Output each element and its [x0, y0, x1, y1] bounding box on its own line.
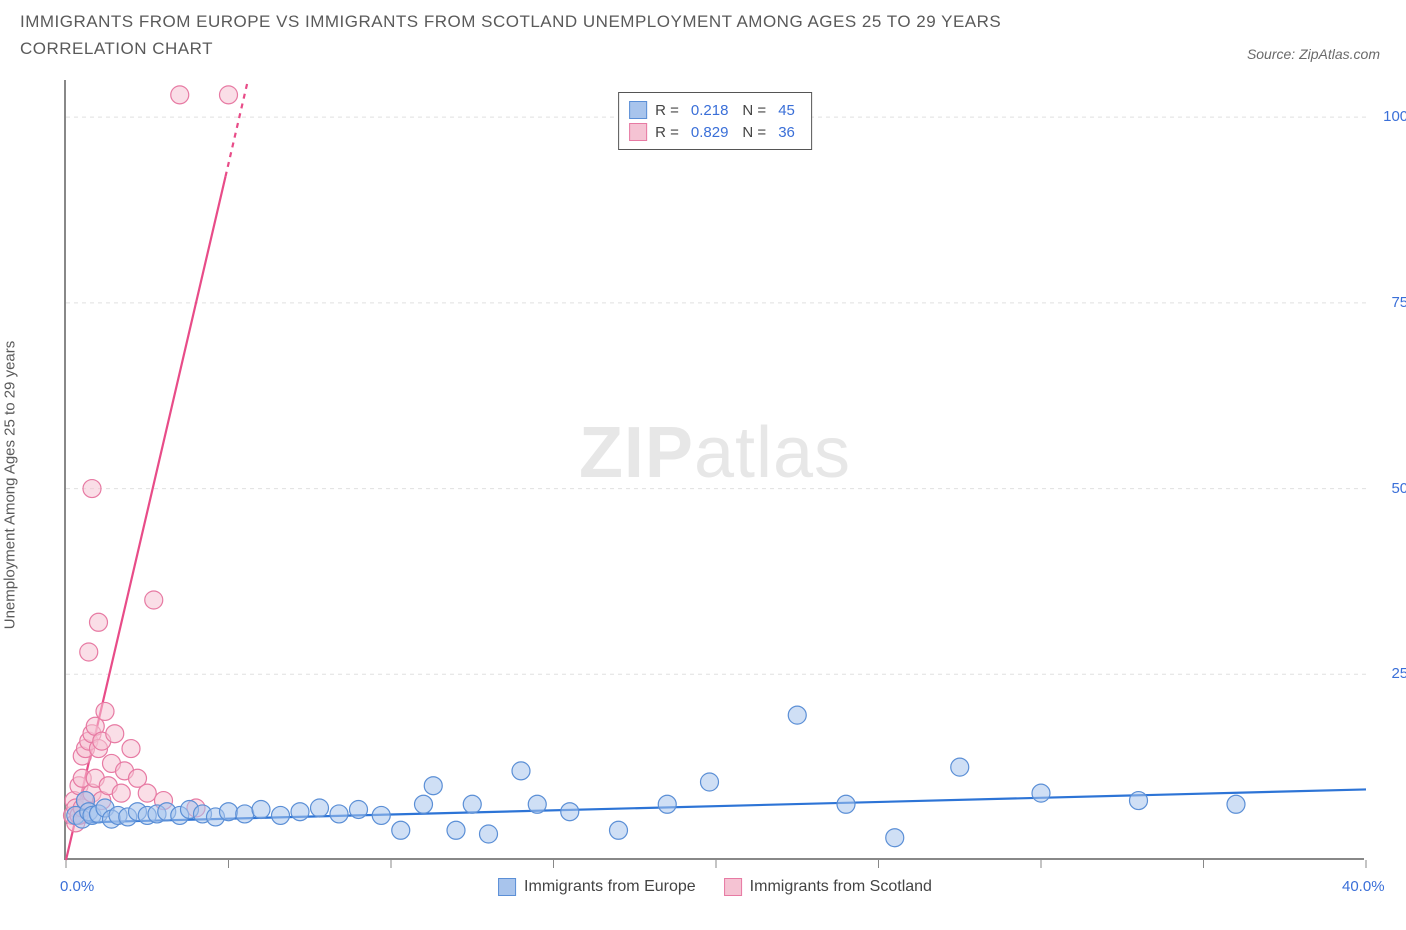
legend-r-label: R =	[655, 124, 679, 141]
source-label: Source: ZipAtlas.com	[1247, 46, 1380, 62]
legend-n-label: N =	[742, 124, 766, 141]
legend-r-label: R =	[655, 102, 679, 119]
legend-stats: R = 0.218 N = 45 R = 0.829 N = 36	[618, 92, 812, 150]
legend-stats-row: R = 0.829 N = 36	[629, 121, 801, 143]
legend-n-value: 36	[778, 124, 795, 141]
legend-r-value: 0.218	[691, 102, 729, 119]
legend-series-label: Immigrants from Scotland	[750, 878, 932, 896]
legend-n-label: N =	[742, 102, 766, 119]
y-tick-label: 25.0%	[1391, 665, 1406, 682]
legend-stats-row: R = 0.218 N = 45	[629, 99, 801, 121]
legend-n-value: 45	[778, 102, 795, 119]
y-tick-label: 75.0%	[1391, 294, 1406, 311]
y-tick-label: 50.0%	[1391, 480, 1406, 497]
legend-swatch	[498, 878, 516, 896]
chart-container: Unemployment Among Ages 25 to 29 years Z…	[20, 70, 1386, 900]
y-axis-label: Unemployment Among Ages 25 to 29 years	[2, 341, 19, 630]
x-tick-label: 40.0%	[1342, 878, 1385, 895]
legend-series-label: Immigrants from Europe	[524, 878, 696, 896]
legend-swatch	[629, 101, 647, 119]
chart-title: IMMIGRANTS FROM EUROPE VS IMMIGRANTS FRO…	[20, 8, 1120, 62]
legend-swatch	[724, 878, 742, 896]
header: IMMIGRANTS FROM EUROPE VS IMMIGRANTS FRO…	[0, 0, 1406, 66]
plot-area: ZIPatlas R =0.218N =45R =0.829N =36 Immi…	[64, 80, 1364, 860]
y-tick-label: 100.0%	[1383, 108, 1406, 125]
legend-series-item: Immigrants from Europe	[498, 878, 696, 896]
legend-r-value: 0.829	[691, 124, 729, 141]
legend-swatch	[629, 123, 647, 141]
scatter-plot-svg	[66, 80, 1366, 860]
x-tick-label: 0.0%	[60, 878, 94, 895]
legend-series: Immigrants from Europe Immigrants from Sc…	[498, 878, 932, 896]
legend-series-item: Immigrants from Scotland	[724, 878, 932, 896]
